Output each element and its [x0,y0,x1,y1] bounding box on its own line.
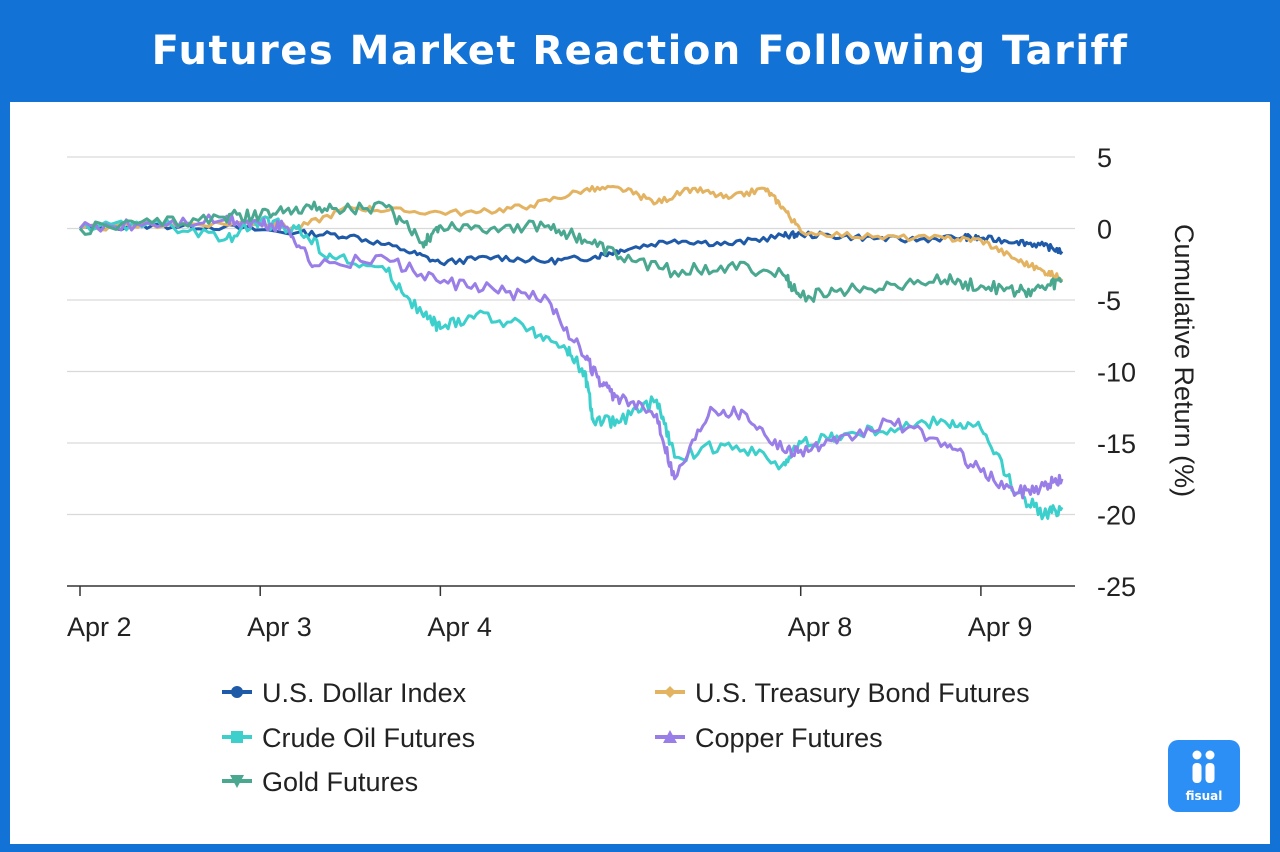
x-tick-label: Apr 4 [427,612,492,642]
legend-label: U.S. Treasury Bond Futures [695,678,1030,708]
series-line [79,184,1064,282]
y-tick-label: -15 [1097,429,1136,459]
legend-marker [663,730,677,743]
legend-label: Crude Oil Futures [262,723,475,753]
legend-marker [230,775,244,788]
x-tick-label: Apr 8 [788,612,853,642]
x-tick-label: Apr 2 [67,612,132,642]
y-tick-label: -10 [1097,358,1136,388]
legend-marker [231,686,243,698]
legend-label: Gold Futures [262,767,418,797]
logo-icon [1192,750,1215,783]
legend-marker [664,686,676,698]
logo-text: fisual [1185,789,1223,803]
y-tick-label: 0 [1097,215,1112,245]
line-chart: 5 0 -5 -10 -15 -20 -25 Apr 2 Apr 3 Apr 4 Apr 8 Apr … [67,143,1199,797]
series-line [78,200,1064,303]
y-tick-label: 5 [1097,143,1112,173]
y-axis-label: Cumulative Return (%) [1169,224,1199,497]
x-tick-label: Apr 9 [968,612,1033,642]
fisual-logo: fisual [1168,740,1240,812]
legend-marker [231,731,243,743]
series-line [78,215,1064,521]
legend-label: Copper Futures [695,723,883,753]
series-line [78,213,1064,500]
chart-title: Futures Market Reaction Following Tariff… [151,28,1129,176]
y-tick-label: -5 [1097,286,1121,316]
chart-panel: 5 0 -5 -10 -15 -20 -25 Apr 2 Apr 3 Apr 4 Apr 8 Apr … [10,102,1270,844]
y-tick-label: -25 [1097,572,1136,602]
y-tick-label: -20 [1097,501,1136,531]
legend-label: U.S. Dollar Index [262,678,467,708]
x-tick-label: Apr 3 [247,612,312,642]
